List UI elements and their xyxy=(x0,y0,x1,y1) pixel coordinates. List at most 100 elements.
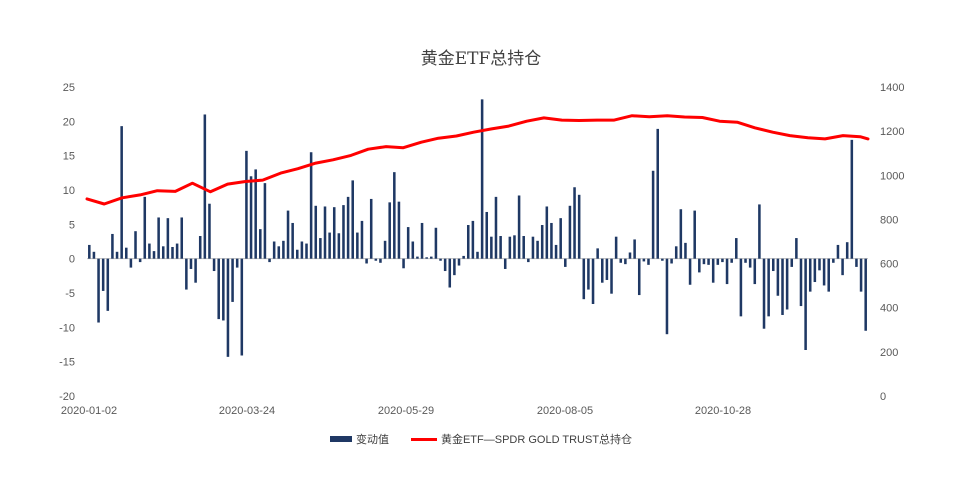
holdings-line xyxy=(85,114,870,206)
bar xyxy=(647,258,650,265)
y-right-tick-label: 200 xyxy=(880,347,898,359)
bar xyxy=(813,258,817,283)
y-left-tick-label: -20 xyxy=(59,391,75,403)
bar xyxy=(222,258,225,321)
legend-item-line: 黄金ETF—SPDR GOLD TRUST总持仓 xyxy=(410,431,633,447)
bar xyxy=(540,225,544,259)
bar xyxy=(702,258,706,265)
bar xyxy=(522,236,525,259)
bar xyxy=(536,240,539,259)
bar xyxy=(379,258,382,263)
bar xyxy=(148,243,151,259)
bar xyxy=(476,251,479,259)
bar xyxy=(762,258,766,329)
bar xyxy=(587,258,590,290)
bar xyxy=(818,258,821,271)
bar xyxy=(272,241,276,259)
bar xyxy=(101,258,105,291)
bar xyxy=(125,247,128,259)
bar xyxy=(245,150,248,259)
bar xyxy=(564,258,567,267)
bar xyxy=(462,255,465,259)
bar xyxy=(300,241,304,259)
bar xyxy=(212,258,216,272)
y-right-tick-label: 600 xyxy=(880,259,898,271)
x-tick-label: 2020-05-29 xyxy=(378,405,434,417)
bar xyxy=(651,170,655,259)
bar xyxy=(568,205,572,259)
bar xyxy=(781,258,784,315)
bar xyxy=(485,211,489,259)
bar xyxy=(596,248,599,259)
y-left-tick-label: -15 xyxy=(59,357,75,369)
bar xyxy=(670,258,673,264)
legend: 变动值 黄金ETF—SPDR GOLD TRUST总持仓 xyxy=(0,431,962,447)
bar xyxy=(619,258,623,263)
bar xyxy=(203,114,207,259)
bar xyxy=(698,258,701,273)
bar xyxy=(457,258,461,266)
bar xyxy=(351,180,354,259)
bar xyxy=(189,258,193,269)
bar xyxy=(859,258,863,292)
y-right-tick-label: 400 xyxy=(880,303,898,315)
bar xyxy=(249,176,253,259)
bar xyxy=(129,258,133,268)
bar xyxy=(166,218,170,259)
bar xyxy=(439,258,442,261)
y-right-tick-label: 1000 xyxy=(880,170,904,182)
bar xyxy=(559,218,562,259)
bar xyxy=(296,249,299,259)
bar xyxy=(605,258,609,280)
bar xyxy=(235,258,239,268)
bar xyxy=(217,258,220,320)
bar xyxy=(134,231,137,259)
bar xyxy=(268,258,271,263)
bar xyxy=(231,258,234,302)
bar xyxy=(628,252,632,259)
bar xyxy=(827,258,830,292)
x-tick-label: 2020-08-05 xyxy=(537,405,593,417)
bar xyxy=(614,236,618,259)
bar xyxy=(739,258,743,317)
bar xyxy=(550,222,553,259)
bar xyxy=(716,258,720,265)
bar xyxy=(194,258,197,283)
bar xyxy=(527,258,530,263)
x-tick-label: 2020-01-02 xyxy=(61,405,117,417)
bar xyxy=(328,232,331,259)
bar xyxy=(402,258,405,269)
bar xyxy=(388,202,391,259)
bar xyxy=(453,258,456,276)
y-right-tick-label: 1200 xyxy=(880,126,904,138)
bar xyxy=(758,204,761,259)
bar xyxy=(157,217,160,259)
bar xyxy=(434,227,438,259)
bar xyxy=(795,238,798,259)
bar xyxy=(503,258,507,269)
bar xyxy=(97,258,100,323)
y-left-tick-label: 20 xyxy=(63,116,75,128)
bar xyxy=(143,196,147,259)
bar xyxy=(393,172,396,259)
bar xyxy=(314,205,318,259)
bar xyxy=(369,198,373,259)
bar xyxy=(88,244,91,259)
bar xyxy=(508,236,512,259)
y-left-tick-label: 10 xyxy=(63,185,75,197)
bar xyxy=(383,240,387,259)
bar xyxy=(466,225,470,259)
bar xyxy=(841,258,844,276)
bar xyxy=(591,258,595,304)
bar xyxy=(577,194,581,259)
bar xyxy=(711,258,715,283)
bar xyxy=(633,239,636,259)
bar xyxy=(624,258,627,265)
legend-line-label: 黄金ETF—SPDR GOLD TRUST总持仓 xyxy=(440,434,633,446)
bar xyxy=(360,220,364,259)
bar xyxy=(480,99,484,259)
bar xyxy=(744,258,747,263)
bar xyxy=(356,232,359,259)
bar xyxy=(337,233,341,259)
